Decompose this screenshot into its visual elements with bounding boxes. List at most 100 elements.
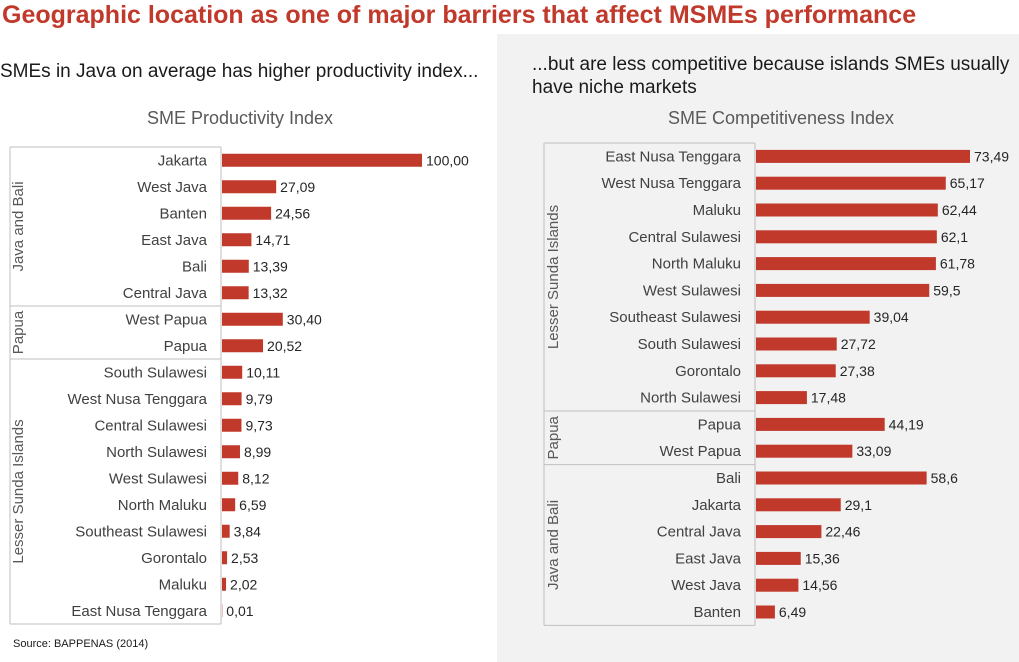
value-label: 73,49 (974, 148, 1009, 164)
category-label: East Java (141, 232, 208, 249)
page-title: Geographic location as one of major barr… (2, 1, 917, 29)
bar (756, 176, 946, 190)
bar (756, 578, 799, 592)
bar (222, 339, 264, 353)
value-label: 14,56 (802, 577, 837, 593)
bar (756, 498, 841, 512)
value-label: 58,6 (931, 470, 958, 486)
category-label: West Nusa Tenggara (601, 175, 741, 192)
bar (756, 551, 801, 565)
category-label: West Papua (126, 311, 208, 328)
category-label: Gorontalo (141, 550, 207, 567)
category-label: Banten (159, 205, 207, 222)
value-label: 27,38 (840, 363, 875, 379)
value-label: 44,19 (889, 416, 924, 432)
category-label: Central Sulawesi (628, 229, 741, 246)
category-label: East Nusa Tenggara (71, 603, 207, 620)
value-label: 27,72 (841, 336, 876, 352)
value-label: 33,09 (856, 443, 891, 459)
value-label: 2,53 (231, 550, 258, 566)
bar (222, 233, 252, 247)
category-label: West Sulawesi (643, 282, 741, 299)
value-label: 0,01 (226, 603, 253, 619)
category-label: East Nusa Tenggara (605, 148, 741, 165)
value-label: 9,73 (245, 417, 272, 433)
category-label: Bali (182, 258, 207, 275)
value-label: 62,44 (942, 202, 977, 218)
category-label: West Java (671, 577, 741, 594)
category-label: South Sulawesi (638, 336, 741, 353)
bar (222, 471, 239, 485)
bar (222, 418, 242, 432)
value-label: 59,5 (933, 282, 960, 298)
group-label: Papua (10, 310, 27, 354)
category-label: North Maluku (652, 256, 741, 273)
category-label: North Sulawesi (640, 390, 741, 407)
value-label: 9,79 (246, 391, 273, 407)
bar (222, 206, 272, 220)
value-label: 8,99 (244, 444, 271, 460)
category-label: Papua (698, 416, 742, 433)
bar (222, 153, 422, 167)
bar (222, 312, 283, 326)
bar (756, 310, 870, 324)
group-label: Lesser Sunda Islands (545, 205, 562, 349)
category-label: West Papua (660, 443, 742, 460)
value-label: 13,32 (253, 285, 288, 301)
value-label: 15,36 (805, 550, 840, 566)
category-label: Southeast Sulawesi (75, 523, 207, 540)
category-label: North Maluku (118, 497, 207, 514)
competitiveness-chart-title: SME Competitiveness Index (667, 108, 895, 128)
bar (756, 364, 836, 378)
group-label: Java and Bali (545, 500, 562, 590)
bar (756, 444, 853, 458)
bar (222, 180, 277, 194)
left-subtitle: SMEs in Java on average has higher produ… (0, 61, 479, 82)
bar (756, 471, 927, 485)
source-note: Source: BAPPENAS (2014) (13, 638, 149, 650)
value-label: 100,00 (426, 152, 469, 168)
category-label: Jakarta (692, 497, 742, 514)
bar (756, 257, 936, 271)
bar (756, 525, 822, 539)
bar (756, 417, 885, 431)
bar (222, 445, 240, 459)
value-label: 3,84 (234, 523, 261, 539)
bar (222, 365, 243, 379)
category-label: Gorontalo (675, 363, 741, 380)
category-label: Papua (164, 338, 208, 355)
value-label: 29,1 (845, 497, 872, 513)
category-label: Central Sulawesi (94, 417, 207, 434)
value-label: 62,1 (941, 229, 968, 245)
category-label: South Sulawesi (104, 364, 207, 381)
value-label: 20,52 (267, 338, 302, 354)
bar (222, 577, 227, 591)
value-label: 65,17 (950, 175, 985, 191)
value-label: 14,71 (255, 232, 290, 248)
category-label: Central Java (123, 285, 208, 302)
bar (222, 498, 236, 512)
category-label: Banten (693, 604, 741, 621)
category-label: Bali (716, 470, 741, 487)
category-label: West Sulawesi (109, 470, 207, 487)
bar (756, 337, 837, 351)
bar (222, 551, 228, 565)
value-label: 13,39 (253, 258, 288, 274)
group-label: Lesser Sunda Islands (10, 419, 27, 563)
value-label: 24,56 (275, 205, 310, 221)
bar (756, 203, 938, 217)
value-label: 27,09 (280, 179, 315, 195)
value-label: 30,40 (287, 311, 322, 327)
category-label: North Sulawesi (106, 444, 207, 461)
group-label: Java and Bali (10, 181, 27, 271)
bar (222, 392, 242, 406)
value-label: 2,02 (230, 576, 257, 592)
bar (756, 230, 937, 244)
value-label: 8,12 (242, 470, 269, 486)
value-label: 6,49 (779, 604, 806, 620)
bar (222, 259, 249, 273)
bar (756, 283, 930, 297)
category-label: Maluku (159, 576, 207, 593)
